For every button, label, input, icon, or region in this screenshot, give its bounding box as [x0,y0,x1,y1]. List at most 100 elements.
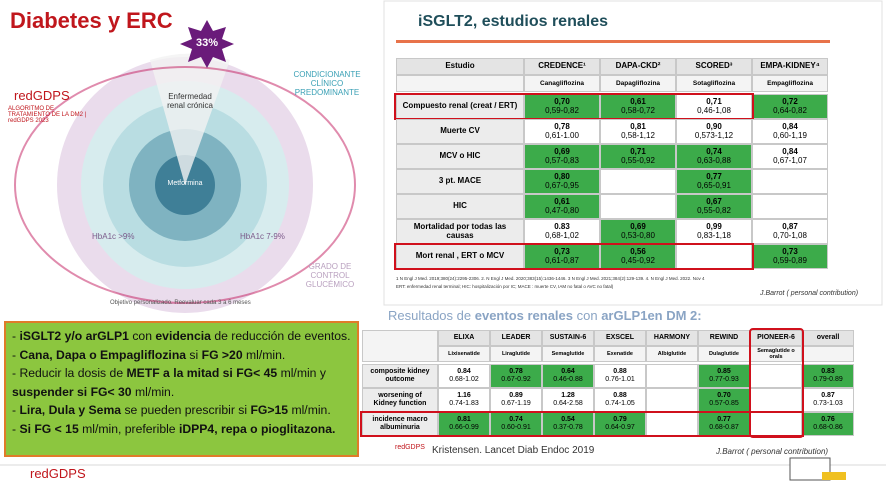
data-cell [750,364,802,388]
table1-note: 1 N Engl J Med. 2019;380(24):2295-2306. … [396,276,705,281]
header-cell: DAPA-CKD² [600,58,676,75]
data-cell: 0,99 0,83-1,18 [676,219,752,244]
algorithm-logo: redGDPS [14,88,70,103]
text-segment: eventos renales [474,308,574,323]
drug-cell: Albiglutide [646,346,698,362]
hazard-ratio: 0,81 [630,121,646,131]
confidence-interval: 0,60-1,19 [773,130,807,140]
data-cell: 0.77 0.68-0.87 [698,412,750,436]
table1-title: iSGLT2, estudios renales [418,13,608,30]
row-outline [394,243,754,270]
text-segment: Cana, Dapa o Empagliflozina [19,347,187,362]
drug-cell: Canagliflozina [524,75,600,92]
hazard-ratio: 0,84 [782,146,798,156]
confidence-interval: 0,55-0,92 [621,155,655,165]
text-segment: con [128,329,156,343]
data-cell: 1.16 0.74-1.83 [438,388,490,412]
data-cell: 0.89 0.67-1.19 [490,388,542,412]
algorithm-heading: ALGORITMO DE TRATAMIENTO DE LA DM2 | red… [8,106,87,124]
confidence-interval: 0,58-0,72 [621,105,655,115]
footer-icon [789,457,831,481]
badge-star [180,20,234,68]
data-cell: 0.83 0,68-1,02 [524,219,600,244]
data-cell [646,388,698,412]
hazard-ratio: 0,99 [706,221,722,231]
row-label: composite kidney outcome [362,364,438,388]
title-underline [396,40,830,43]
hazard-ratio: 0,69 [554,146,570,156]
hazard-ratio: 0.81 [457,416,471,424]
text-segment: ml/min. [242,347,286,362]
header-cell [362,330,438,362]
confidence-interval: 0,59-0,82 [545,105,579,115]
row-label: Muerte CV [396,119,524,144]
algorithm-footer: Objetivo personalizado. Reevaluar cada 3… [110,300,251,306]
row-label: worsening of Kidney function [362,388,438,412]
drug-cell: Liraglutide [490,346,542,362]
confidence-interval: 0.74-1.05 [605,400,635,407]
confidence-interval: 0,61-0,87 [545,255,579,265]
header-cell: REWIND [698,330,750,346]
header-cell: EXSCEL [594,330,646,346]
text-segment: METF a la mitad si FG< 45 [126,366,278,380]
data-cell: 0,73 0,61-0,87 [524,244,600,269]
confidence-interval: 0,70-1,08 [773,230,807,240]
table1-credit: J.Barrot ( personal contribution) [760,290,859,297]
hazard-ratio: 0.85 [717,368,731,376]
hba1c-low: HbA1c 7-9% [240,232,285,241]
data-cell: 0,73 0,59-0,89 [752,244,828,269]
data-cell: 0,71 0,55-0,92 [600,144,676,169]
hazard-ratio: 0.88 [613,368,627,376]
row-outline [394,93,754,120]
hazard-ratio: 0.88 [613,392,627,400]
data-cell [600,194,676,219]
hazard-ratio: 0,67 [706,196,722,206]
drug-cell: Lixisenatide [438,346,490,362]
text-segment: Lira, Dula y Sema [19,403,122,417]
data-cell: 1.28 0.64-2.58 [542,388,594,412]
clinical-label: CONDICIONANTE CLÍNICO PREDOMINANTE [293,70,361,97]
confidence-interval: 0.60-0.91 [501,424,531,431]
text-segment: ml/min. [131,384,175,399]
header-cell: Estudio [396,58,524,75]
confidence-interval: 0,47-0,80 [545,205,579,215]
badge: 33% [195,37,219,49]
hazard-ratio: 0.74 [509,416,523,424]
hazard-ratio: 0,80 [554,171,570,181]
data-cell [600,169,676,194]
text-segment: - [12,403,20,417]
data-cell: 0.78 0.67-0.92 [490,364,542,388]
confidence-interval: 0.66-0.99 [449,424,479,431]
hazard-ratio: 0,84 [782,121,798,131]
summary-box [4,321,359,457]
confidence-interval: 0,61-1.00 [545,130,579,140]
hazard-ratio: 0,56 [630,246,646,256]
hazard-ratio: 0.64 [561,368,575,376]
hazard-ratio: 0,72 [782,96,798,106]
hba1c-high: HbA1c >9% [92,232,135,241]
hazard-ratio: 0.89 [509,392,523,400]
data-cell: 0.83 0.79-0.89 [802,364,854,388]
table2-source: Kristensen. Lancet Diab Endoc 2019 [432,445,595,456]
header-cell: HARMONY [646,330,698,346]
hazard-ratio: 0.79 [613,416,627,424]
data-cell: 0.85 0.77-0.93 [698,364,750,388]
data-cell: 0,71 0,46-1,08 [676,94,752,119]
text-segment: FG >20 [201,347,243,362]
hazard-ratio: 0.83 [554,221,570,231]
data-cell: 0,61 0,47-0,80 [524,194,600,219]
footer-logo: redGDPS [30,466,86,481]
text-segment: se pueden prescribir si [121,403,251,417]
drug-cell: Semaglutide [542,346,594,362]
data-cell: 0,67 0,55-0,82 [676,194,752,219]
confidence-interval: 0.67-1.19 [501,400,531,407]
renal-label: Enfermedad renal crónica [167,92,213,110]
hazard-ratio: 0,77 [706,171,722,181]
text-segment: ml/min y [277,366,326,380]
text-segment: arGLP1en DM 2: [601,308,702,323]
confidence-interval: 0,68-1,02 [545,230,579,240]
hazard-ratio: 0,69 [630,221,646,231]
text-segment: si [186,347,202,362]
text-segment: iSGLT2 y/o arGLP1 [19,329,129,343]
